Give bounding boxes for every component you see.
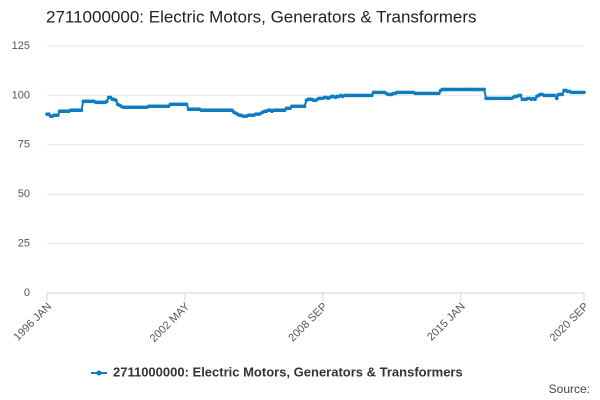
- y-tick-label: 75: [18, 139, 30, 151]
- x-tick-label: 2008 SEP: [286, 301, 330, 345]
- data-point: [560, 92, 565, 97]
- legend-label: 2711000000: Electric Motors, Generators …: [113, 364, 463, 379]
- y-tick-label: 125: [12, 40, 30, 52]
- data-point: [518, 93, 523, 98]
- data-point: [553, 93, 557, 98]
- data-point: [369, 93, 374, 98]
- data-point: [56, 113, 60, 117]
- data-point: [533, 97, 537, 102]
- x-tick-label: 2002 MAY: [148, 300, 193, 345]
- chart-title: 2711000000: Electric Motors, Generators …: [46, 7, 477, 26]
- legend-marker: [96, 370, 102, 376]
- y-tick-label: 50: [18, 188, 30, 200]
- y-tick-label: 100: [12, 89, 30, 101]
- data-point: [79, 108, 84, 113]
- data-point: [582, 90, 586, 95]
- data-point: [114, 98, 118, 103]
- y-tick-label: 0: [24, 287, 30, 299]
- data-point: [184, 102, 189, 107]
- data-point: [554, 96, 559, 101]
- y-tick-label: 25: [18, 238, 30, 250]
- x-tick-label: 2020 SEP: [548, 301, 592, 345]
- data-point: [482, 87, 487, 92]
- x-tick-label: 2015 JAN: [425, 301, 468, 344]
- data-point: [437, 91, 441, 96]
- data-point: [302, 104, 307, 109]
- x-tick-label: 1996 JAN: [12, 301, 55, 344]
- data-line: [47, 88, 584, 118]
- data-point: [105, 99, 109, 104]
- source: Source:: [549, 382, 590, 396]
